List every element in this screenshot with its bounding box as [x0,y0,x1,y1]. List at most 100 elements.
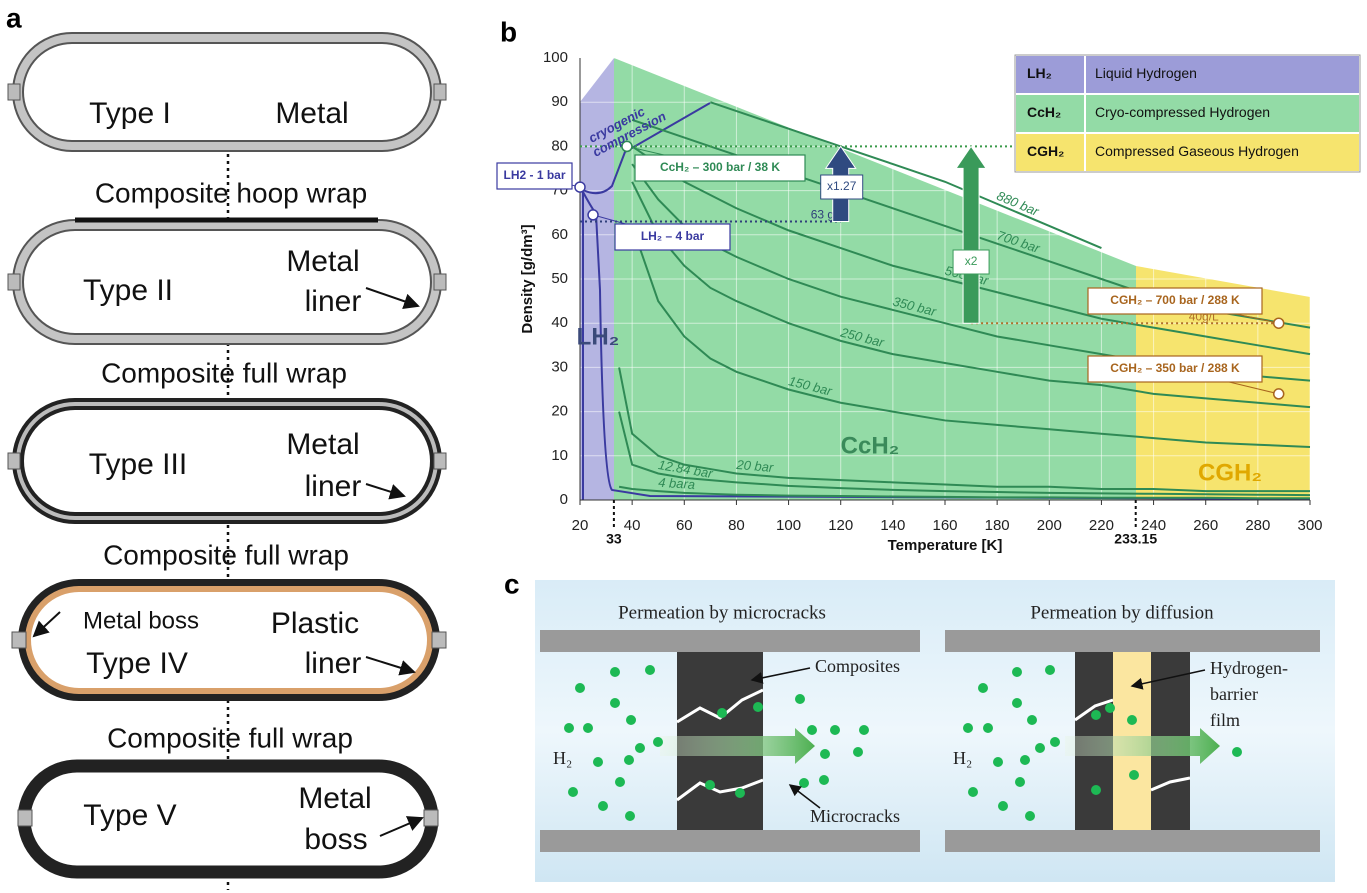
tank [7,217,447,345]
x-axis-label: Temperature [K] [888,537,1003,554]
flow-arrow [1065,728,1220,764]
x-tick-label: 20 [572,517,589,534]
tank-label: liner [305,470,362,503]
x-tick-label: 200 [1037,517,1062,534]
panel-b: b 20 40 60 80 100 120 140 160 180 200 220 240 260 280… [496,16,1361,554]
boss-label: Metal boss [83,607,199,634]
callout-box [634,154,806,182]
diagram-title: Permeation by diffusion [1030,602,1214,623]
callout-arrow [788,784,821,809]
gas-label: H₂ [953,748,972,768]
x-tick-label: 160 [932,517,957,534]
pointer-arrow [379,816,424,837]
pointer-arrow [32,611,61,638]
region-label: CcH₂ [841,432,900,459]
wrap-caption: Composite hoop wrap [95,177,367,208]
y-tick-label: 100 [543,49,568,66]
legend-code: LH₂ [1027,65,1052,81]
callout-label: CGH₂ – 350 bar / 288 K [1110,361,1240,375]
x-tick-label: 140 [880,517,905,534]
microcrack [1074,698,1114,722]
tank-type: Type I [89,97,171,130]
region-label: LH₂ [577,323,620,350]
tank-label: liner [305,647,362,680]
hydrogen-dots [963,665,1242,821]
tank [7,32,447,152]
growth-arrow [955,145,988,324]
y-tick-label: 0 [560,491,568,508]
y-tick-label: 90 [551,93,568,110]
region-label: CGH₂ [1198,459,1262,486]
pointer-arrow [365,656,416,676]
y-axis-label: Density [g/dm³] [519,224,536,333]
legend-swatch [1014,132,1361,173]
callout-arrow [750,667,811,684]
isobar [631,145,1311,356]
legend-text: Compressed Gaseous Hydrogen [1095,143,1299,159]
isobar-label: 4 bara [658,475,696,492]
tank-type: Type III [89,448,187,481]
microcrack [676,778,764,802]
callout: barrier [1210,684,1258,704]
tank-label: boss [304,823,367,856]
x-tick-label: 60 [676,517,693,534]
plate [540,630,920,652]
wrap-caption: Composite full wrap [107,722,353,753]
pointer-arrow [365,483,406,500]
x-tick-label: 180 [985,517,1010,534]
tank-label: Metal [286,428,359,461]
legend-code: CcH₂ [1027,104,1061,120]
x-tick-label: 100 [776,517,801,534]
plate [540,830,920,852]
y-tick-label: 50 [551,270,568,287]
microcrack [676,688,764,724]
diagram-title: Permeation by microcracks [618,602,826,623]
legend-code: CGH₂ [1027,143,1064,159]
callout-box [1087,287,1263,315]
isobar [618,411,1311,497]
panel-a: a Type I Metal Composite hoop wrap Type … [6,2,447,890]
x-tick-label: 80 [728,517,745,534]
callout: Microcracks [810,806,900,826]
legend-frame [1014,54,1361,173]
x-tick-label: 240 [1141,517,1166,534]
state-point [587,209,599,221]
callout-label: LH2 - 1 bar [503,168,565,182]
y-tick-label: 10 [551,447,568,464]
arrow-label-box [952,249,990,275]
tank-type: Type V [83,799,176,832]
tank-label: Plastic [271,607,359,640]
y-tick-label: 80 [551,137,568,154]
gas-label: H₂ [553,748,572,768]
x-tick-label: 220 [1089,517,1114,534]
legend-swatch [1014,93,1361,134]
y-tick-label: 20 [551,403,568,420]
boundary-label: 33 [606,531,622,547]
compression-curve [582,102,711,195]
saturation-curve [582,191,1311,500]
microcrack [1150,776,1191,792]
state-point [621,140,633,153]
callout-label: CGH₂ – 700 bar / 288 K [1110,293,1240,307]
y-tick-label: 60 [551,226,568,243]
wrap-caption: Composite full wrap [103,539,349,570]
callout-arrow [1130,669,1206,690]
callout: film [1210,710,1240,730]
tank [11,579,447,701]
callout-box [1087,355,1263,383]
x-tick-label: 260 [1193,517,1218,534]
panel-label: c [504,568,520,599]
isobar [618,485,1310,500]
tank-type: Type II [83,274,173,307]
x-tick-label: 120 [828,517,853,534]
tank-label: liner [305,285,362,318]
tank-label: Metal [286,245,359,278]
tank-label: Metal [275,97,348,130]
callout: Composites [815,656,900,676]
cgh2-region [1136,266,1310,500]
callout: Hydrogen- [1210,658,1288,678]
arrow-label-box [820,174,864,200]
plate [945,630,1320,652]
arrow-label: x1.27 [827,179,857,193]
